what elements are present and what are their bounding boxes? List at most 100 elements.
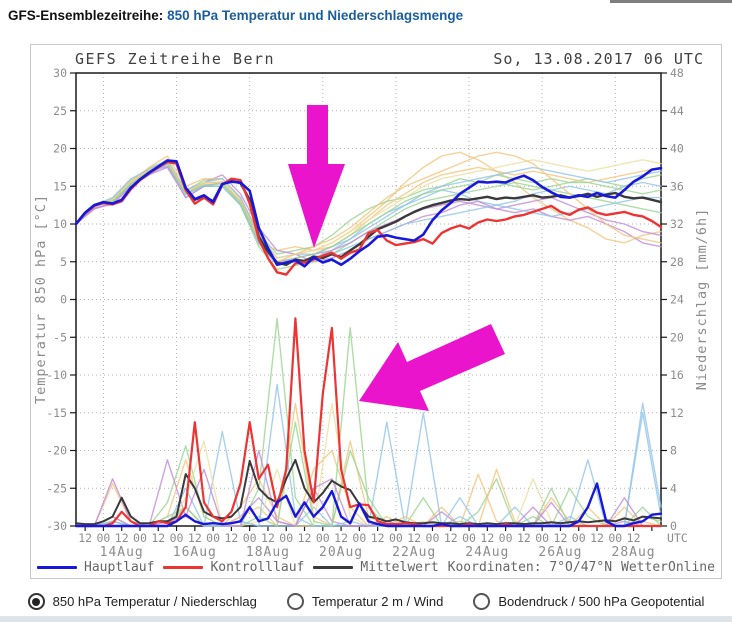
kontrolllauf-line-swatch (163, 565, 204, 569)
svg-text:-30: -30 (46, 519, 67, 533)
svg-text:UTC: UTC (667, 531, 688, 545)
radio-unselected-icon[interactable] (473, 593, 491, 610)
svg-text:12: 12 (78, 531, 92, 545)
svg-text:00: 00 (572, 531, 586, 545)
svg-text:12: 12 (298, 531, 312, 545)
coordinates-label: Koordinaten: 7°O/47°N (447, 559, 613, 575)
svg-text:12: 12 (151, 531, 165, 545)
svg-text:36: 36 (670, 179, 684, 193)
svg-text:20: 20 (670, 330, 684, 344)
svg-text:12: 12 (480, 531, 494, 545)
svg-text:00: 00 (206, 531, 220, 545)
svg-text:12: 12 (590, 531, 604, 545)
svg-text:10: 10 (53, 217, 67, 231)
hauptlauf-line-swatch (37, 565, 77, 569)
ensemble-chart: 12 00 12 00 12 00 12 00 12 00 12 00 12 00 12 00 12 00 12 00… (33, 66, 710, 560)
chart-run-datetime: So, 13.08.2017 06 UTC (493, 50, 704, 68)
svg-text:24: 24 (670, 293, 684, 307)
chart-type-radio-group: 850 hPa Temperatur / Niederschlag Temper… (0, 593, 732, 610)
top-scroll-bar (610, 0, 732, 3)
svg-text:25: 25 (53, 104, 67, 118)
svg-text:00: 00 (279, 531, 293, 545)
radio-850hpa-temp-niederschlag[interactable]: 850 hPa Temperatur / Niederschlag (27, 593, 257, 610)
radio-bodendruck-label[interactable]: Bodendruck / 500 hPa Geopotential (498, 594, 705, 609)
svg-text:Temperatur 850 hPa [°C]: Temperatur 850 hPa [°C] (33, 194, 49, 404)
legend-hauptlauf-label: Hauptlauf (84, 559, 155, 575)
radio-unselected-icon[interactable] (286, 593, 304, 610)
legend-kontrolllauf: Kontrolllauf (163, 560, 304, 575)
svg-text:18Aug: 18Aug (246, 545, 290, 560)
svg-text:00: 00 (133, 531, 147, 545)
svg-text:8: 8 (670, 444, 677, 458)
svg-text:12: 12 (670, 406, 684, 420)
svg-text:48: 48 (670, 66, 684, 80)
mittelwert-line-swatch (313, 565, 354, 569)
svg-text:12: 12 (627, 531, 641, 545)
svg-text:16Aug: 16Aug (173, 545, 217, 560)
svg-text:00: 00 (243, 531, 257, 545)
svg-text:24Aug: 24Aug (465, 545, 509, 560)
radio-2m-wind-label[interactable]: Temperatur 2 m / Wind (311, 594, 444, 609)
svg-text:12: 12 (444, 531, 458, 545)
radio-bodendruck-geopotential[interactable]: Bodendruck / 500 hPa Geopotential (473, 593, 704, 610)
svg-text:00: 00 (170, 531, 184, 545)
chart-legend: Hauptlauf Kontrolllauf Mittelwert Koordi… (37, 559, 715, 575)
svg-text:20: 20 (53, 142, 67, 156)
svg-text:40: 40 (670, 142, 684, 156)
svg-text:00: 00 (389, 531, 403, 545)
legend-mittelwert: Mittelwert (313, 559, 439, 575)
svg-text:12: 12 (261, 531, 275, 545)
page-title-prefix: GFS-Ensemblezeitreihe: (8, 8, 164, 23)
svg-text:12: 12 (554, 531, 568, 545)
legend-mittelwert-label: Mittelwert (360, 559, 439, 575)
svg-text:-25: -25 (46, 481, 67, 495)
svg-text:28Aug: 28Aug (612, 545, 656, 560)
svg-text:28: 28 (670, 255, 684, 269)
svg-text:0: 0 (670, 519, 677, 533)
radio-temperatur-2m-wind[interactable]: Temperatur 2 m / Wind (286, 593, 444, 610)
svg-text:22Aug: 22Aug (392, 545, 436, 560)
svg-text:44: 44 (670, 104, 684, 118)
svg-text:Niederschlag [mm/6h]: Niederschlag [mm/6h] (694, 208, 710, 391)
svg-text:26Aug: 26Aug (538, 545, 582, 560)
watermark: WetterOnline (621, 559, 715, 575)
legend-kontrolllauf-label: Kontrolllauf (210, 559, 305, 575)
svg-text:00: 00 (535, 531, 549, 545)
svg-text:-20: -20 (46, 444, 67, 458)
svg-text:-15: -15 (46, 406, 67, 420)
svg-text:20Aug: 20Aug (319, 545, 363, 560)
svg-text:30: 30 (53, 66, 67, 80)
svg-text:00: 00 (316, 531, 330, 545)
svg-text:-10: -10 (46, 368, 67, 382)
svg-text:5: 5 (60, 255, 67, 269)
svg-text:12: 12 (517, 531, 531, 545)
svg-text:00: 00 (96, 531, 110, 545)
svg-text:12: 12 (115, 531, 129, 545)
svg-text:14Aug: 14Aug (100, 545, 144, 560)
svg-text:-5: -5 (53, 330, 67, 344)
svg-text:12: 12 (371, 531, 385, 545)
svg-text:16: 16 (670, 368, 684, 382)
svg-text:12: 12 (224, 531, 238, 545)
page-title: GFS-Ensemblezeitreihe: 850 hPa Temperatu… (8, 8, 463, 23)
svg-text:00: 00 (352, 531, 366, 545)
svg-text:32: 32 (670, 217, 684, 231)
svg-text:00: 00 (499, 531, 513, 545)
page-title-main: 850 hPa Temperatur und Niederschlagsmeng… (167, 8, 464, 23)
bottom-divider (0, 616, 732, 622)
svg-text:12: 12 (407, 531, 421, 545)
chart-title: GEFS Zeitreihe Bern (75, 50, 276, 68)
svg-text:00: 00 (462, 531, 476, 545)
svg-text:4: 4 (670, 481, 677, 495)
radio-850hpa-label[interactable]: 850 hPa Temperatur / Niederschlag (52, 594, 257, 609)
radio-selected-icon[interactable] (27, 593, 45, 610)
meteogram-panel: GEFS Zeitreihe Bern So, 13.08.2017 06 UT… (30, 44, 722, 579)
svg-text:12: 12 (334, 531, 348, 545)
svg-text:00: 00 (426, 531, 440, 545)
svg-text:00: 00 (608, 531, 622, 545)
legend-hauptlauf: Hauptlauf (37, 560, 154, 575)
svg-text:12: 12 (188, 531, 202, 545)
svg-text:0: 0 (60, 293, 67, 307)
svg-text:15: 15 (53, 179, 67, 193)
